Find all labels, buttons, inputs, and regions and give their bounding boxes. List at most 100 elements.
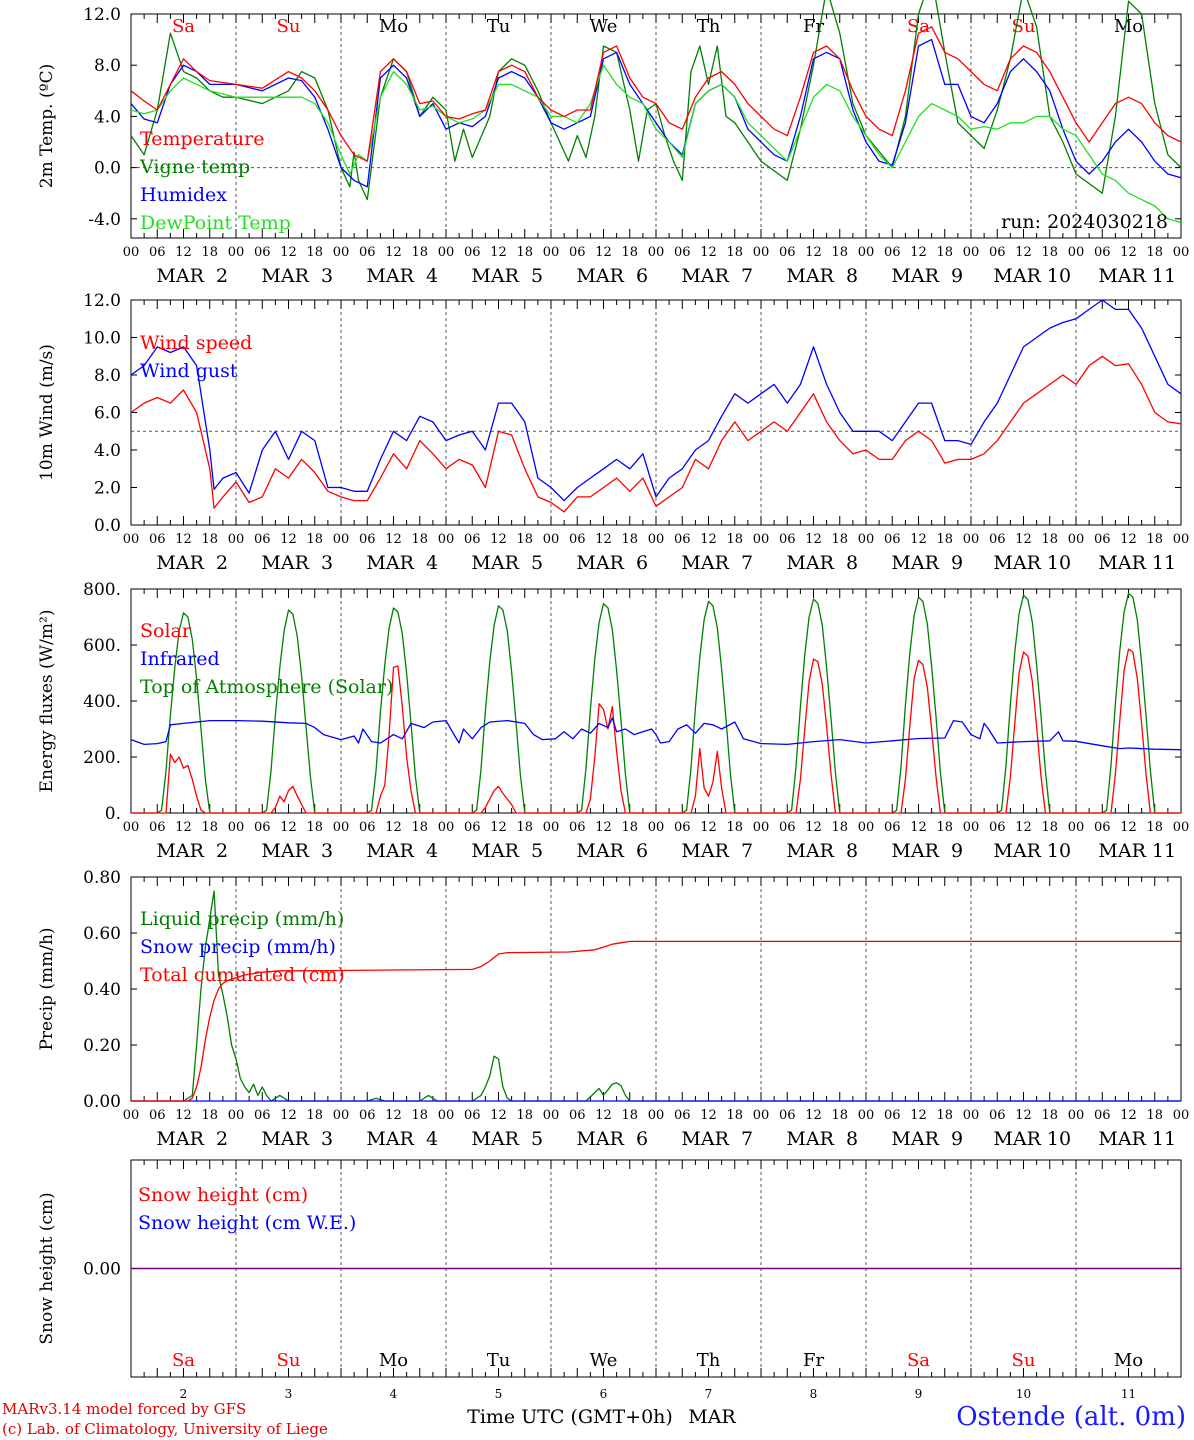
hour-tick-label: 12 (1015, 532, 1032, 547)
date-label: MAR 4 (366, 1128, 438, 1150)
hour-tick-label: 12 (385, 820, 402, 835)
hour-tick-label: 06 (149, 1108, 166, 1123)
hour-tick-label: 12 (1015, 820, 1032, 835)
hour-tick-label: 00 (753, 820, 770, 835)
date-label: MAR 10 (993, 840, 1071, 862)
hour-tick-label: 06 (149, 532, 166, 547)
legend-entry: Humidex (140, 184, 227, 206)
hour-tick-label: 06 (884, 245, 901, 260)
hour-tick-label: 00 (123, 820, 140, 835)
hour-tick-label: 00 (543, 820, 560, 835)
day-number: 2 (180, 1387, 188, 1401)
day-number: 3 (285, 1387, 293, 1401)
date-label: MAR 10 (993, 1128, 1071, 1150)
hour-tick-label: 06 (884, 532, 901, 547)
hour-tick-label: 00 (543, 1108, 560, 1123)
hour-tick-label: 00 (1173, 820, 1190, 835)
date-label: MAR 3 (261, 1128, 333, 1150)
day-number: 8 (810, 1387, 818, 1401)
date-label: MAR 6 (576, 1128, 648, 1150)
hour-tick-label: 06 (464, 820, 481, 835)
date-label: MAR 9 (891, 265, 963, 287)
hour-tick-label: 18 (411, 532, 428, 547)
hour-tick-label: 06 (674, 532, 691, 547)
hour-tick-label: 00 (123, 245, 140, 260)
plot-frame (130, 299, 1182, 526)
plot-frame (130, 588, 1182, 814)
series-solar (131, 648, 1181, 814)
hour-tick-label: 18 (516, 245, 533, 260)
hour-tick-label: 06 (1094, 1108, 1111, 1123)
hour-tick-label: 00 (753, 532, 770, 547)
hour-tick-label: 18 (831, 820, 848, 835)
hour-tick-label: 00 (1068, 1108, 1085, 1123)
day-number: 5 (495, 1387, 503, 1401)
hour-tick-label: 18 (1041, 532, 1058, 547)
series-liquid-precip-mm-h (131, 890, 1181, 1102)
legend-entry: Temperature (140, 128, 264, 150)
hour-tick-label: 18 (516, 532, 533, 547)
hour-tick-label: 12 (280, 1108, 297, 1123)
hour-tick-label: 12 (1120, 1108, 1137, 1123)
date-label: MAR 7 (681, 265, 753, 287)
legend-entry: Vigne temp (139, 156, 250, 178)
lab-credit: (c) Lab. of Climatology, University of L… (2, 1420, 328, 1438)
date-label: MAR 10 (993, 552, 1071, 574)
date-label: MAR 7 (681, 840, 753, 862)
y-tick-label: 4.0 (94, 441, 121, 461)
y-tick-label: 0.0 (94, 516, 121, 536)
legend-entry: DewPoint Temp (140, 212, 291, 234)
y-tick-label: 0.00 (83, 1260, 121, 1280)
panel-2: 0.0 2.0 4.0 6.0 8.0 10.0 12.0 10m Wind (m/s) 00 0… (37, 291, 1189, 574)
hour-tick-label: 00 (228, 820, 245, 835)
hour-tick-label: 12 (385, 532, 402, 547)
hour-tick-label: 18 (1146, 820, 1163, 835)
hour-tick-label: 18 (936, 820, 953, 835)
legend-entry: Snow height (cm) (138, 1184, 308, 1206)
date-label: MAR 5 (471, 552, 543, 574)
hour-tick-label: 00 (648, 245, 665, 260)
hour-tick-label: 18 (726, 1108, 743, 1123)
hour-tick-label: 06 (989, 245, 1006, 260)
date-label: MAR 9 (891, 552, 963, 574)
weekday-label: Fr (803, 1350, 824, 1371)
hour-tick-label: 06 (569, 532, 586, 547)
y-tick-label: 0.40 (83, 980, 121, 1000)
weekday-label: Mo (379, 16, 408, 37)
date-label: MAR 7 (681, 1128, 753, 1150)
hour-tick-label: 12 (595, 532, 612, 547)
hour-tick-label: 12 (805, 245, 822, 260)
model-credit: MARv3.14 model forced by GFS (2, 1400, 247, 1418)
hour-tick-label: 12 (595, 245, 612, 260)
hour-tick-label: 06 (464, 532, 481, 547)
date-label: MAR 3 (261, 265, 333, 287)
y-tick-label: 0.0 (94, 159, 121, 179)
hour-tick-label: 06 (359, 1108, 376, 1123)
hour-tick-label: 00 (438, 532, 455, 547)
hour-tick-label: 18 (1146, 245, 1163, 260)
y-tick-label: 0.80 (83, 868, 121, 888)
legend-entry: Snow precip (mm/h) (140, 936, 336, 958)
series-infrared (130, 717, 1182, 751)
hour-tick-label: 18 (621, 1108, 638, 1123)
hour-tick-label: 12 (1015, 1108, 1032, 1123)
weekday-label: Su (277, 1350, 301, 1371)
hour-tick-label: 18 (621, 245, 638, 260)
y-tick-label: 12.0 (83, 291, 121, 311)
hour-tick-label: 00 (648, 1108, 665, 1123)
hour-tick-label: 12 (700, 245, 717, 260)
hour-tick-label: 12 (700, 532, 717, 547)
y-tick-label: 2.0 (94, 479, 121, 499)
hour-tick-label: 00 (123, 1108, 140, 1123)
hour-tick-label: 12 (805, 1108, 822, 1123)
hour-tick-label: 18 (1146, 532, 1163, 547)
panel-1: -4.0 0.0 4.0 8.0 12.0 2m Temp. (ºC) 00 06 12 18 00… (37, 0, 1189, 287)
y-tick-label: 0.00 (83, 1092, 121, 1112)
weekday-label: Su (277, 16, 301, 37)
hour-tick-label: 12 (385, 245, 402, 260)
hour-tick-label: 06 (254, 820, 271, 835)
series-dewpoint-temp (130, 64, 1182, 224)
hour-tick-label: 06 (359, 245, 376, 260)
hour-tick-label: 12 (490, 820, 507, 835)
